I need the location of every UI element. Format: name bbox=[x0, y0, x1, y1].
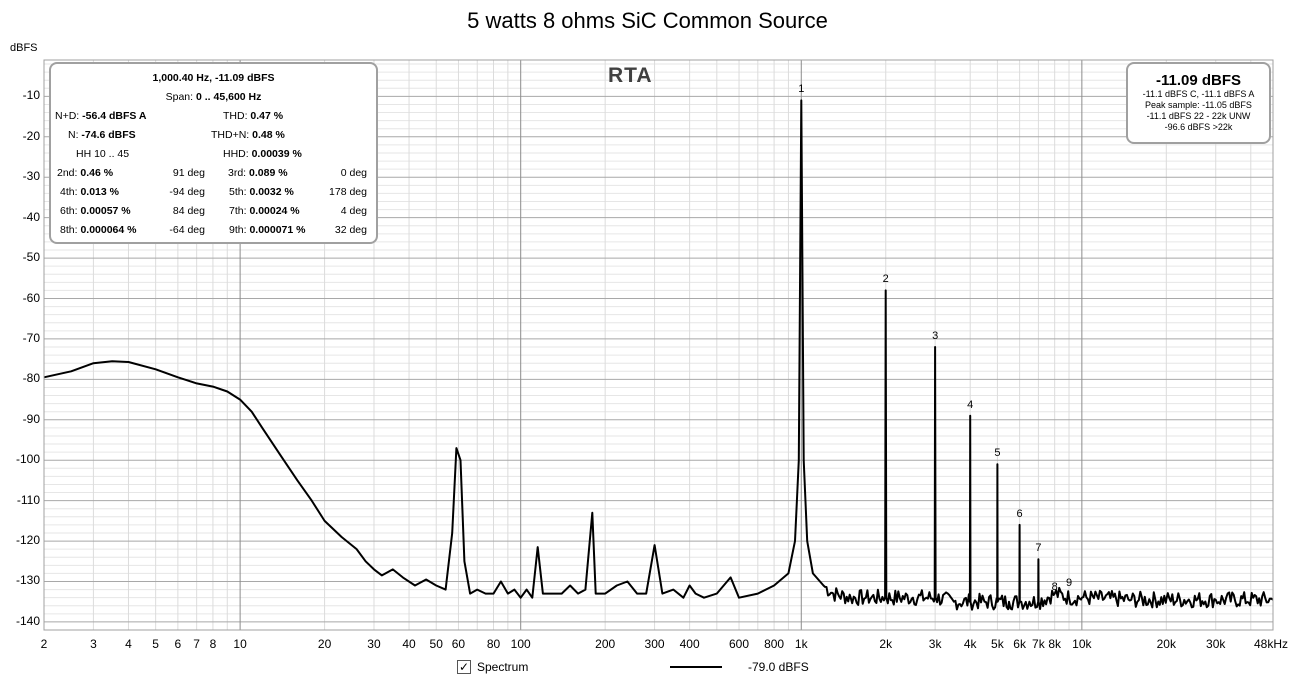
stats-h8: 8th: 0.000064 % bbox=[60, 224, 137, 236]
harmonic-label: 3 bbox=[932, 330, 939, 343]
y-tick-label: -50 bbox=[22, 250, 40, 265]
stats-h2-phase: 91 deg bbox=[172, 167, 205, 179]
x-tick-label: 2 bbox=[40, 637, 48, 651]
stats-h9-phase: 32 deg bbox=[334, 224, 367, 236]
stats-h4: 4th: 0.013 % bbox=[60, 186, 119, 198]
y-tick-label: -80 bbox=[22, 371, 40, 386]
spectrum-line bbox=[43, 99, 1274, 611]
x-tick-label: 4 bbox=[125, 637, 132, 651]
x-tick-label: 8 bbox=[209, 637, 217, 651]
x-tick-label: 3 bbox=[90, 637, 97, 651]
x-tick-label: 1k bbox=[794, 637, 808, 651]
legend: ✓ Spectrum -79.0 dBFS bbox=[0, 659, 1295, 679]
y-tick-label: -140 bbox=[15, 613, 40, 628]
x-tick-label: 5 bbox=[152, 637, 159, 651]
x-tick-label: 20k bbox=[1156, 637, 1176, 651]
stats-h8-phase: -64 deg bbox=[169, 224, 205, 236]
y-tick-label: -120 bbox=[15, 533, 40, 548]
peak-above-22k: -96.6 dBFS >22k bbox=[1164, 122, 1233, 132]
harmonic-label: 9 bbox=[1065, 576, 1073, 589]
x-tick-label: 3k bbox=[928, 637, 942, 651]
peak-unweighted: -11.1 dBFS 22 - 22k UNW bbox=[1146, 111, 1251, 121]
x-tick-label: 800 bbox=[764, 637, 785, 651]
plot-frame bbox=[43, 59, 1274, 631]
harmonic-label: 8 bbox=[1051, 580, 1058, 593]
stats-h3-phase: 0 deg bbox=[340, 167, 367, 179]
peak-weighted-levels: -11.1 dBFS C, -11.1 dBFS A bbox=[1142, 89, 1255, 99]
legend-value: -79.0 dBFS bbox=[748, 660, 809, 674]
x-tick-label: 30k bbox=[1206, 637, 1226, 651]
x-tick-label: 8k bbox=[1048, 637, 1061, 651]
y-tick-label: -100 bbox=[15, 452, 40, 467]
y-tick-label: -20 bbox=[22, 128, 40, 143]
peak-sample: Peak sample: -11.05 dBFS bbox=[1145, 100, 1252, 110]
legend-line-swatch bbox=[670, 666, 722, 668]
statistics-panel[interactable]: 1,000.40 Hz, -11.09 dBFS Span: 0 .. 45,6… bbox=[49, 62, 378, 244]
stats-h7-phase: 4 deg bbox=[340, 205, 367, 217]
x-tick-label: 10 bbox=[233, 637, 247, 651]
x-tick-label: 200 bbox=[595, 637, 616, 651]
x-tick-label: 50 bbox=[429, 637, 443, 651]
x-tick-label: 7 bbox=[193, 637, 200, 651]
stats-h9: 9th: 0.000071 % bbox=[229, 224, 306, 236]
x-tick-label: 100 bbox=[510, 637, 531, 651]
y-tick-label: -60 bbox=[22, 290, 40, 305]
x-tick-label: 300 bbox=[644, 637, 665, 651]
harmonic-label: 1 bbox=[798, 83, 805, 96]
stats-h7: 7th: 0.00024 % bbox=[229, 205, 300, 217]
harmonic-label: 5 bbox=[994, 447, 1001, 460]
x-tick-label: 20 bbox=[317, 637, 332, 651]
y-tick-label: -130 bbox=[15, 573, 40, 588]
x-tick-label: 2k bbox=[879, 637, 893, 651]
x-tick-label: 400 bbox=[679, 637, 700, 651]
x-tick-label: 6k bbox=[1013, 637, 1026, 651]
harmonic-label: 7 bbox=[1035, 542, 1042, 555]
x-tick-label: 60 bbox=[451, 637, 466, 651]
x-tick-label: 7k bbox=[1032, 637, 1045, 651]
peak-level-value: -11.09 dBFS bbox=[1155, 72, 1242, 89]
spectrum-checkbox-label[interactable]: Spectrum bbox=[477, 660, 529, 674]
stats-nd: N+D: -56.4 dBFS A bbox=[55, 110, 147, 122]
rta-label: RTA bbox=[608, 64, 653, 87]
harmonic-label: 4 bbox=[967, 398, 974, 411]
y-tick-label: -110 bbox=[16, 492, 40, 507]
peak-level-panel[interactable]: -11.09 dBFS -11.1 dBFS C, -11.1 dBFS A P… bbox=[1126, 62, 1271, 144]
y-tick-label: -40 bbox=[22, 209, 40, 224]
y-tick-label: -10 bbox=[22, 88, 40, 103]
x-tick-label: 30 bbox=[367, 637, 381, 651]
x-tick-label: 40 bbox=[402, 637, 416, 651]
y-tick-label: -90 bbox=[22, 411, 40, 426]
stats-h6: 6th: 0.00057 % bbox=[60, 205, 131, 217]
stats-thd: THD: 0.47 % bbox=[223, 110, 284, 122]
y-tick-label: -30 bbox=[22, 169, 40, 184]
stats-h3: 3rd: 0.089 % bbox=[228, 167, 288, 179]
stats-span: Span: 0 .. 45,600 Hz bbox=[165, 91, 262, 103]
x-tick-label: 6 bbox=[174, 637, 182, 651]
stats-hhd: HHD: 0.00039 % bbox=[223, 148, 302, 160]
stats-h5-phase: 178 deg bbox=[329, 186, 367, 198]
x-tick-label: 10k bbox=[1072, 637, 1092, 651]
y-tick-label: -70 bbox=[22, 330, 40, 345]
y-axis-unit: dBFS bbox=[10, 42, 38, 54]
stats-headline: 1,000.40 Hz, -11.09 dBFS bbox=[152, 72, 275, 84]
stats-h6-phase: 84 deg bbox=[172, 205, 205, 217]
x-tick-label: 80 bbox=[486, 637, 501, 651]
chart-title: 5 watts 8 ohms SiC Common Source bbox=[467, 8, 828, 33]
harmonic-label: 6 bbox=[1016, 507, 1023, 520]
stats-h5: 5th: 0.0032 % bbox=[229, 186, 294, 198]
stats-noise: N: -74.6 dBFS bbox=[68, 129, 136, 141]
x-tick-label: 5k bbox=[991, 637, 1004, 651]
x-tick-label: 600 bbox=[729, 637, 750, 651]
stats-h4-phase: -94 deg bbox=[169, 186, 205, 198]
x-tick-label: 48kHz bbox=[1253, 637, 1288, 651]
x-tick-label: 4k bbox=[963, 637, 977, 651]
stats-h2: 2nd: 0.46 % bbox=[57, 167, 114, 179]
spectrum-checkbox[interactable]: ✓ bbox=[457, 660, 471, 674]
stats-thdn: THD+N: 0.48 % bbox=[211, 129, 285, 141]
stats-hh-range: HH 10 .. 45 bbox=[76, 148, 130, 160]
harmonic-label: 2 bbox=[882, 273, 889, 286]
